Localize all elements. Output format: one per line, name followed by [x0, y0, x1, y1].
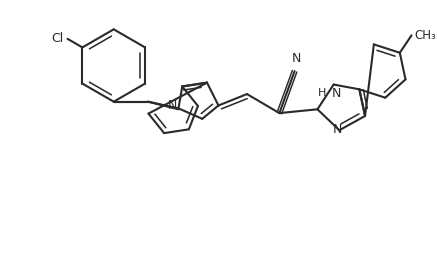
- Text: N: N: [333, 123, 342, 136]
- Text: CH₃: CH₃: [414, 29, 436, 42]
- Text: H: H: [318, 88, 326, 98]
- Text: N: N: [168, 99, 177, 112]
- Text: N: N: [292, 52, 301, 65]
- Text: Cl: Cl: [52, 32, 64, 45]
- Text: N: N: [332, 87, 341, 100]
